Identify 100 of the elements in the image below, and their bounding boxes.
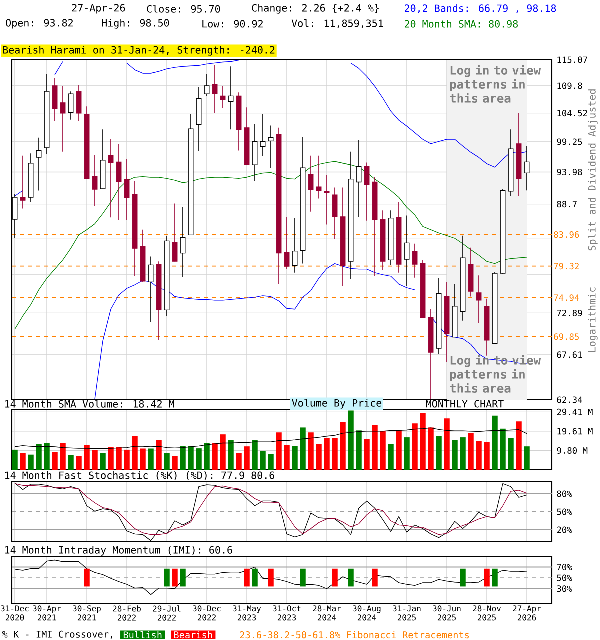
bar: [220, 434, 226, 470]
bar: [204, 443, 210, 470]
bar: [372, 425, 378, 470]
bar: [460, 438, 466, 470]
text: 27-Apr-26: [72, 4, 126, 14]
text: Bearish Harami on 31-Jan-24, Strength: -240.2: [3, 46, 275, 56]
bar: [348, 410, 354, 470]
y-tick-label: 70%: [557, 564, 572, 571]
bar: [156, 440, 162, 470]
candlestick: [308, 155, 314, 212]
text: 20 Month SMA: 80.98: [404, 20, 518, 28]
y-tick-label: 9.80 M: [557, 447, 588, 454]
y-tick-label: 109.8: [558, 82, 582, 90]
candlestick: [204, 74, 210, 97]
chart-title: 14 Month Fast Stochastic (%K) (%D): 77.9 80.6: [5, 472, 275, 480]
bar: [124, 450, 130, 470]
text: Bearish: [174, 631, 212, 639]
x-tick-label: 28-Feb 2022: [113, 606, 141, 621]
candlestick: [52, 78, 58, 122]
x-tick-label: 31-Jan 2025: [393, 606, 421, 621]
bar: [316, 444, 322, 470]
candlestick: [148, 256, 154, 323]
x-tick-label: 30-Jun 2025: [433, 606, 461, 621]
bar: [284, 445, 290, 470]
chart-title: 14 Month Intraday Momentum (IMI): 60.6: [5, 546, 232, 556]
bar: [196, 448, 202, 470]
bar: [524, 446, 530, 470]
x-tick-label: 31-Oct 2023: [273, 606, 301, 621]
y-tick-label: 104.52: [558, 110, 588, 117]
text: Split and Dividend Adjusted: [588, 90, 598, 251]
y-tick-label: 62.34: [557, 396, 582, 404]
bar: [436, 436, 442, 470]
candlestick: [284, 216, 290, 270]
candlestick: [332, 187, 338, 240]
bar: [324, 438, 330, 470]
candlestick: [268, 125, 274, 168]
bar: [180, 446, 186, 470]
bar: [140, 448, 146, 470]
x-tick-label: 30-Sep 2021: [73, 606, 101, 621]
x-tick-label: 28-Nov 2025: [473, 606, 502, 621]
bar: [236, 453, 242, 470]
candlestick: [212, 64, 218, 114]
x-tick-label: 28-Mar 2024: [313, 606, 342, 621]
bar: [60, 443, 66, 470]
bar: [428, 428, 434, 470]
bar: [92, 450, 98, 470]
bar: [340, 422, 346, 470]
candlestick: [172, 203, 178, 262]
x-tick-label: 30-Aug 2024: [353, 606, 381, 621]
bar: [484, 442, 490, 470]
y-tick-label: 67.61: [557, 352, 582, 358]
bar: [364, 439, 370, 470]
bar: [148, 448, 154, 470]
candlestick: [20, 155, 26, 210]
y-tick-label: 80%: [557, 490, 572, 498]
bar: [228, 440, 234, 470]
text: 20,2 Bands: 66.79 , 98.18: [404, 4, 556, 14]
x-tick-label: 31-Dec 2020: [1, 606, 29, 621]
text: 23.6-38.2-50-61.8% Fibonacci Retracements: [240, 631, 470, 639]
y-tick-label: 20%: [557, 526, 572, 534]
candlestick: [68, 91, 74, 120]
bar: [380, 431, 386, 470]
text: Bullish: [124, 631, 162, 639]
bar: [52, 452, 58, 470]
candlestick: [92, 154, 98, 207]
x-tick-label: 30-Apr 2021: [33, 606, 62, 621]
bar: [420, 412, 426, 470]
candlestick: [356, 140, 362, 218]
candlestick: [76, 84, 82, 122]
bar: [452, 440, 458, 470]
bar: [388, 444, 394, 470]
bar: [36, 444, 42, 470]
annotation: Volume By Price: [292, 399, 382, 409]
ref-line-label: 79.32: [554, 263, 579, 270]
bar: [68, 455, 74, 470]
bar: [308, 432, 314, 470]
candlestick: [524, 146, 530, 192]
bar: [500, 428, 506, 470]
text: High: 98.50: [102, 19, 170, 29]
chart-title: 14 Month SMA Volume: 18.42 M: [5, 400, 174, 408]
line-series: [14, 161, 528, 330]
candlestick: [180, 207, 186, 278]
bar: [172, 456, 178, 470]
bar: [100, 453, 106, 470]
candlestick: [412, 243, 418, 278]
bar: [332, 438, 338, 470]
bar: [108, 447, 114, 470]
candlestick: [116, 144, 122, 221]
y-tick-label: 93.98: [557, 169, 582, 176]
candlestick: [108, 139, 114, 218]
candlestick: [124, 158, 130, 221]
bar: [132, 436, 138, 470]
x-tick-label: 29-Jul 2022: [153, 606, 181, 621]
text: Close: 95.70: [147, 5, 220, 13]
bar: [188, 446, 194, 470]
bar: [164, 453, 170, 470]
bar: [468, 433, 474, 470]
y-tick-label: 115.07: [558, 56, 588, 64]
candlestick: [252, 124, 258, 182]
text: Change: 2.26 {+2.4 %}: [252, 4, 379, 14]
